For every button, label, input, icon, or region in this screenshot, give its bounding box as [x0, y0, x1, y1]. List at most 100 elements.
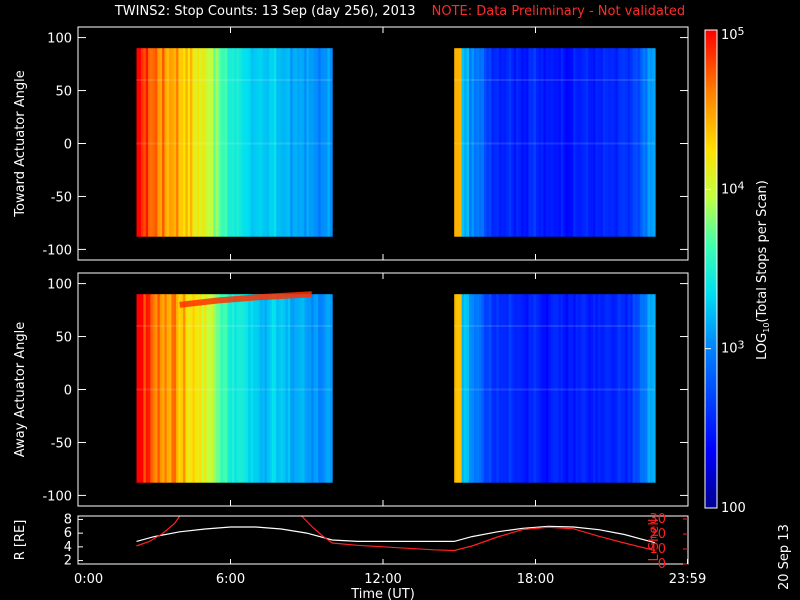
heatmap-cell — [141, 294, 144, 483]
heatmap-cell — [276, 294, 280, 483]
heatmap-cell — [204, 48, 207, 237]
heatmap-cell — [271, 294, 275, 483]
lshell-axis-label: L Shell — [647, 518, 662, 561]
heatmap-cell — [513, 294, 517, 483]
date-stamp: 20 Sep 13 — [777, 524, 792, 590]
heatmap-cell — [299, 294, 303, 483]
heatmap-cell — [642, 48, 646, 237]
heatmap-cell — [543, 48, 547, 237]
heatmap-cell — [234, 294, 238, 483]
heatmap-band — [136, 325, 333, 327]
y-tick-label-left: 8 — [64, 512, 72, 527]
y-tick-label: -100 — [42, 243, 72, 258]
heatmap-cell — [508, 48, 512, 237]
colorbar-tick-label: 104 — [721, 179, 745, 197]
heatmap-cell — [185, 294, 189, 483]
heatmap-cell — [469, 48, 473, 237]
heatmap-cell — [501, 48, 505, 237]
heatmap-cell — [192, 294, 196, 483]
heatmap-cell — [255, 294, 259, 483]
heatmap-cell — [503, 294, 507, 483]
heatmap-cell — [150, 48, 154, 237]
y-tick-label-left: 4 — [64, 540, 72, 555]
heatmap-cell — [269, 48, 273, 237]
heatmap-cell — [206, 48, 210, 237]
heatmap-cell — [241, 294, 245, 483]
heatmap-cell — [136, 48, 140, 237]
heatmap-cell — [148, 294, 151, 483]
heatmap-cell — [290, 48, 294, 237]
heatmap-cell — [164, 48, 168, 237]
heatmap-cell — [308, 48, 312, 237]
heatmap-cell — [262, 294, 266, 483]
heatmap-band — [454, 79, 655, 81]
heatmap-cell — [543, 294, 547, 483]
heatmap-cell — [471, 294, 475, 483]
heatmap-cell — [506, 294, 510, 483]
heatmap-cell — [325, 48, 329, 237]
heatmap-cell — [299, 48, 303, 237]
heatmap-cell — [578, 48, 582, 237]
y-tick-label: 0 — [64, 384, 72, 399]
heatmap-cell — [637, 48, 641, 237]
heatmap-cell — [301, 48, 305, 237]
heatmap-cell — [533, 294, 537, 483]
heatmap-cell — [220, 294, 224, 483]
heatmap-cell — [236, 48, 240, 237]
heatmap-band — [454, 388, 655, 391]
heatmap-cell — [187, 294, 191, 483]
heatmap-cell — [308, 294, 312, 483]
heatmap-cell — [540, 294, 544, 483]
heatmap-cell — [617, 48, 621, 237]
heatmap-cell — [304, 294, 308, 483]
heatmap-cell — [575, 48, 579, 237]
heatmap-cell — [474, 48, 478, 237]
heatmap-cell — [159, 48, 163, 237]
chart-title: TWINS2: Stop Counts: 13 Sep (day 256), 2… — [114, 4, 416, 19]
y-tick-label: 100 — [47, 278, 72, 293]
heatmap-cell — [297, 294, 301, 483]
heatmap-cell — [555, 48, 559, 237]
heatmap-cell — [259, 48, 263, 237]
r-distance-line — [136, 525, 656, 544]
heatmap-cell — [211, 294, 214, 483]
heatmap-cell — [239, 294, 242, 483]
heatmap-cell — [565, 294, 569, 483]
heatmap-cell — [526, 48, 530, 237]
heatmap-cell — [318, 48, 322, 237]
heatmap-cell — [262, 48, 266, 237]
heatmap-cell — [518, 294, 522, 483]
heatmap-cell — [533, 48, 537, 237]
heatmap-cell — [558, 48, 562, 237]
heatmap-cell — [597, 48, 601, 237]
heatmap-cell — [466, 48, 470, 237]
heatmap-cell — [141, 48, 144, 237]
heatmap-cell — [173, 48, 177, 237]
heatmap-cell — [232, 294, 235, 483]
heatmap-cell — [225, 48, 228, 237]
heatmap-cell — [511, 294, 515, 483]
heatmap-cell — [568, 48, 572, 237]
heatmap-cell — [570, 294, 574, 483]
heatmap-cell — [548, 48, 552, 237]
heatmap-cell — [311, 294, 315, 483]
heatmap-cell — [239, 48, 242, 237]
heatmap-cell — [585, 48, 589, 237]
heatmap-cell — [227, 294, 231, 483]
heatmap-cell — [227, 48, 231, 237]
heatmap-cell — [568, 294, 572, 483]
heatmap-cell — [635, 48, 639, 237]
heatmap-cell — [476, 294, 480, 483]
heatmap-cell — [625, 48, 629, 237]
heatmap-cell — [253, 294, 256, 483]
heatmap-cell — [469, 294, 473, 483]
heatmap-cell — [313, 48, 317, 237]
heatmap-cell — [157, 294, 161, 483]
y-tick-label: -50 — [51, 436, 72, 451]
heatmap-cell — [600, 294, 604, 483]
heatmap-cell — [155, 48, 158, 237]
heatmap-cell — [155, 294, 158, 483]
heatmap-cell — [232, 48, 235, 237]
heatmap-cell — [456, 294, 460, 483]
